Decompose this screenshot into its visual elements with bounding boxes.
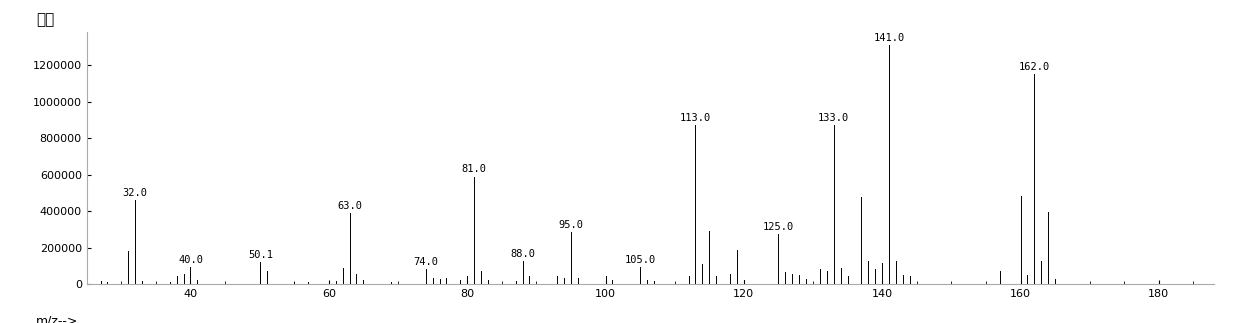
Text: 113.0: 113.0 bbox=[680, 113, 711, 123]
Text: 125.0: 125.0 bbox=[763, 222, 794, 232]
Text: 丰度: 丰度 bbox=[36, 12, 55, 27]
Text: 133.0: 133.0 bbox=[818, 113, 850, 123]
Text: 88.0: 88.0 bbox=[510, 249, 535, 259]
Text: 95.0: 95.0 bbox=[559, 220, 584, 230]
Text: m/z-->: m/z--> bbox=[36, 315, 78, 323]
Text: 50.1: 50.1 bbox=[248, 250, 273, 260]
Text: 74.0: 74.0 bbox=[413, 257, 439, 267]
Text: 162.0: 162.0 bbox=[1018, 62, 1049, 72]
Text: 63.0: 63.0 bbox=[337, 201, 362, 211]
Text: 81.0: 81.0 bbox=[462, 164, 487, 174]
Text: 141.0: 141.0 bbox=[873, 33, 904, 43]
Text: 105.0: 105.0 bbox=[624, 255, 655, 265]
Text: 32.0: 32.0 bbox=[123, 188, 147, 198]
Text: 40.0: 40.0 bbox=[178, 255, 203, 265]
